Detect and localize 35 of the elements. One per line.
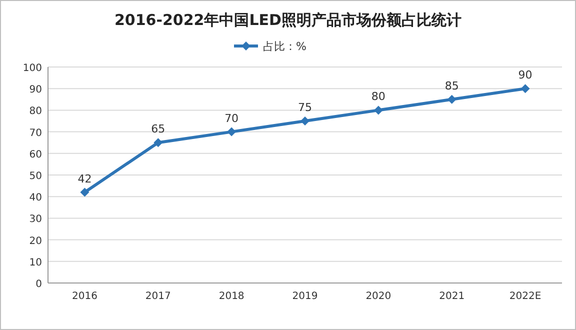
- x-tick-label: 2019: [292, 291, 318, 302]
- point: [227, 127, 236, 136]
- x-tick-label: 2018: [218, 291, 244, 302]
- data-label: 65: [151, 122, 166, 136]
- x-tick-label: 2020: [366, 291, 392, 302]
- data-label: 90: [518, 68, 532, 82]
- point: [374, 106, 383, 115]
- point: [154, 138, 163, 148]
- y-tick-label: 90: [29, 84, 42, 96]
- data-label: 85: [444, 79, 459, 92]
- point: [80, 188, 90, 197]
- data-label: 70: [224, 112, 239, 125]
- x-tick-label: 2021: [439, 291, 465, 302]
- y-tick-label: 50: [29, 171, 42, 182]
- y-tick-label: 20: [29, 236, 42, 247]
- data-label: 80: [371, 90, 386, 104]
- y-tick-label: 100: [22, 63, 42, 74]
- point: [300, 116, 310, 126]
- point: [447, 94, 456, 104]
- y-tick-label: 0: [36, 279, 42, 290]
- x-tick-label: 2017: [145, 291, 171, 302]
- y-tick-label: 70: [29, 128, 42, 139]
- 占比：%: 42 65 70 75 80 85 90: [78, 68, 532, 197]
- y-tick-label: 80: [29, 106, 42, 118]
- x-tick-label: 2022E: [509, 291, 542, 302]
- y-tick-label: 30: [29, 214, 42, 226]
- y-tick-label: 40: [29, 192, 42, 204]
- legend-label: 占比：%: [263, 40, 306, 53]
- data-label: 42: [78, 172, 92, 186]
- point: [520, 84, 530, 94]
- y-tick-label: 10: [29, 257, 42, 268]
- chart-title: 2016-2022年中国LED照明产品市场份额占比统计: [114, 11, 462, 29]
- x-tick-label: 2016: [72, 291, 98, 302]
- y-tick-label: 60: [29, 149, 42, 160]
- data-label: 75: [298, 101, 312, 114]
